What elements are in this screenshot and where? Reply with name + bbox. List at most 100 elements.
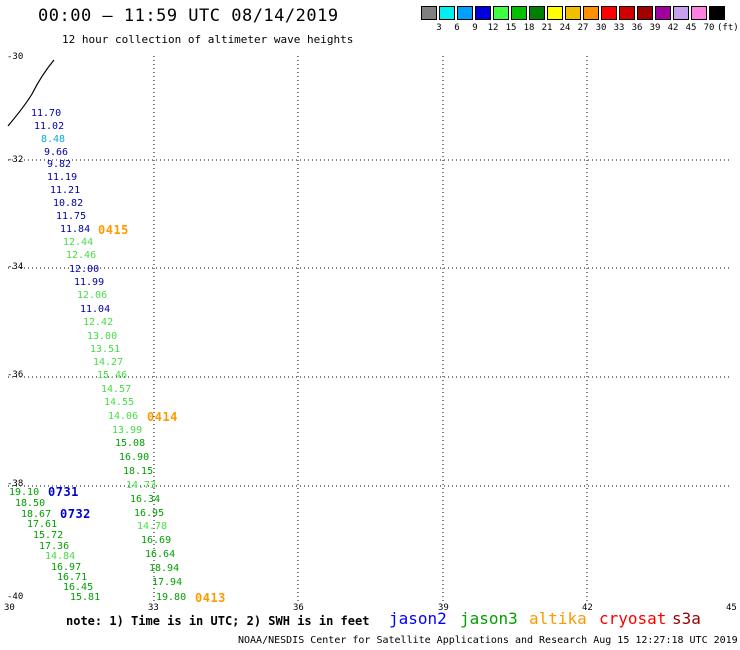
wave-height-value: 19.10 [9,487,40,498]
scale-swatch [583,6,599,20]
scale-label: 70 [703,23,715,33]
wave-height-value: 14.27 [93,357,124,368]
lat-label: -34 [7,262,24,272]
scale-label: (ft) [717,23,739,33]
wave-height-value: 12.06 [77,290,108,301]
wave-height-value: 11.02 [34,121,65,132]
scale-swatch [439,6,455,20]
scale-swatch [601,6,617,20]
footer-credit: NOAA/NESDIS Center for Satellite Applica… [238,635,738,646]
lon-label: 39 [438,603,449,613]
scale-swatch [619,6,635,20]
wave-height-value: 12.00 [69,264,100,275]
wave-height-value: 19.80 [156,592,187,603]
wave-height-value: 18.94 [149,563,180,574]
lon-label: 36 [293,603,304,613]
wave-height-value: 11.84 [60,224,91,235]
wave-height-value: 14.55 [104,397,135,408]
legend-altika: altika [529,609,587,628]
graticule [8,56,732,602]
wave-height-value: 12.46 [66,250,97,261]
page-subtitle: 12 hour collection of altimeter wave hei… [62,33,354,46]
scale-label: 21 [541,23,553,33]
page-title: 00:00 – 11:59 UTC 08/14/2019 [38,6,339,26]
wave-height-value: 16.64 [145,549,176,560]
scale-label: 27 [577,23,589,33]
scale-swatch [511,6,527,20]
scale-swatch [421,6,437,20]
wave-height-value: 11.19 [47,172,78,183]
scale-swatch [709,6,725,20]
wave-height-value: 14.84 [45,551,76,562]
wave-height-value: 15.81 [70,592,101,603]
scale-label: 30 [595,23,607,33]
wave-height-value: 17.36 [39,541,70,552]
scale-label: 12 [487,23,499,33]
scale-label: 39 [649,23,661,33]
pass-time-label: 0731 [48,485,79,499]
wave-height-value: 9.82 [47,159,72,170]
scale-swatch [673,6,689,20]
pass-time-label: 0413 [195,591,226,605]
wave-height-value: 16.69 [141,535,172,546]
wave-height-value: 18.67 [21,509,52,520]
pass-time-label: 0414 [147,410,178,424]
wave-height-value: 11.70 [31,108,62,119]
scale-label: 45 [685,23,697,33]
lon-label: 30 [4,603,15,613]
scale-label: 3 [436,23,442,33]
lat-label: -38 [7,479,24,489]
scale-label: 36 [631,23,643,33]
wave-height-value: 15.72 [33,530,64,541]
legend-s3a: s3a [672,609,701,628]
scale-swatch [529,6,545,20]
scale-swatch [457,6,473,20]
wave-height-value: 14.57 [101,384,132,395]
wave-height-value: 16.97 [51,562,82,573]
wave-height-value: 11.99 [74,277,105,288]
lon-label: 45 [726,603,737,613]
wave-height-value: 8.48 [41,134,66,145]
legend-jason2: jason2 [389,609,447,628]
scale-label: 24 [559,23,571,33]
scale-swatch [565,6,581,20]
wave-height-value: 9.66 [44,147,69,158]
wave-height-value: 11.04 [80,304,111,315]
scale-swatch [475,6,491,20]
scale-swatch [691,6,707,20]
scale-swatch [493,6,509,20]
footnote: note: 1) Time is in UTC; 2) SWH is in fe… [66,614,370,628]
scale-swatch [655,6,671,20]
wave-height-value: 12.44 [63,237,94,248]
wave-height-value: 14.06 [108,411,139,422]
wave-height-value: 16.34 [130,494,161,505]
wave-height-value: 10.82 [53,198,84,209]
wave-height-value: 16.90 [119,452,150,463]
wave-height-value: 14.73 [126,480,157,491]
scale-label: 33 [613,23,625,33]
wave-height-value: 17.61 [27,519,58,530]
wave-height-value: 11.21 [50,185,81,196]
wave-height-value: 18.15 [123,466,154,477]
lat-label: -36 [7,370,24,380]
wave-height-value: 13.99 [112,425,143,436]
wave-height-value: 18.50 [15,498,46,509]
scale-label: 18 [523,23,535,33]
coastline [7,59,55,127]
wave-height-value: 13.00 [87,331,118,342]
scale-swatch [637,6,653,20]
wave-height-value: 13.51 [90,344,121,355]
legend-jason3: jason3 [460,609,518,628]
lat-label: -30 [7,52,24,62]
wave-height-value: 16.95 [134,508,165,519]
scale-label: 6 [454,23,460,33]
wave-height-value: 12.42 [83,317,114,328]
wave-height-value: 11.75 [56,211,87,222]
wave-height-value: 15.08 [115,438,146,449]
lon-label: 33 [148,603,159,613]
pass-time-label: 0732 [60,507,91,521]
wave-height-value: 14.78 [137,521,168,532]
scale-swatch [547,6,563,20]
scale-label: 15 [505,23,517,33]
